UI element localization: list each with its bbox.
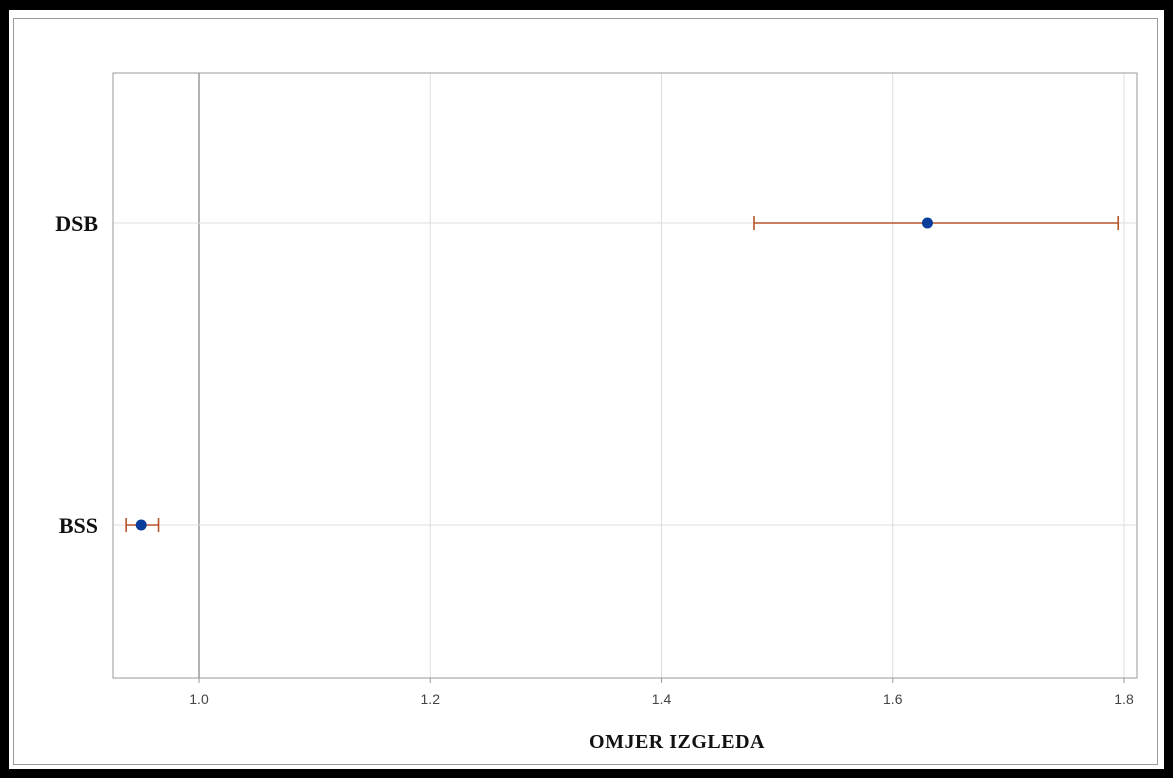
- x-tick-label: 1.0: [189, 691, 209, 707]
- point-estimate: [921, 217, 933, 229]
- x-tick-label: 1.4: [652, 691, 672, 707]
- y-category-label: DSB: [55, 211, 98, 236]
- point-estimate: [135, 519, 147, 531]
- forest-row-bss: [125, 518, 160, 532]
- x-axis-ticks: 1.0 1.2 1.4 1.6 1.8: [189, 678, 1134, 707]
- y-category-label: BSS: [59, 513, 98, 538]
- marks-layer: [125, 216, 1120, 532]
- plot-area-border: [112, 72, 1138, 679]
- x-tick-label: 1.6: [883, 691, 903, 707]
- x-axis-title: OMJER IZGLEDA: [589, 731, 765, 753]
- x-tick-label: 1.2: [421, 691, 441, 707]
- chart-inner-frame: [13, 18, 1158, 765]
- grid-layer: [113, 73, 1137, 678]
- y-axis-categories: DSB BSS: [55, 211, 98, 538]
- x-tick-label: 1.8: [1114, 691, 1134, 707]
- forest-row-dsb: [753, 216, 1120, 230]
